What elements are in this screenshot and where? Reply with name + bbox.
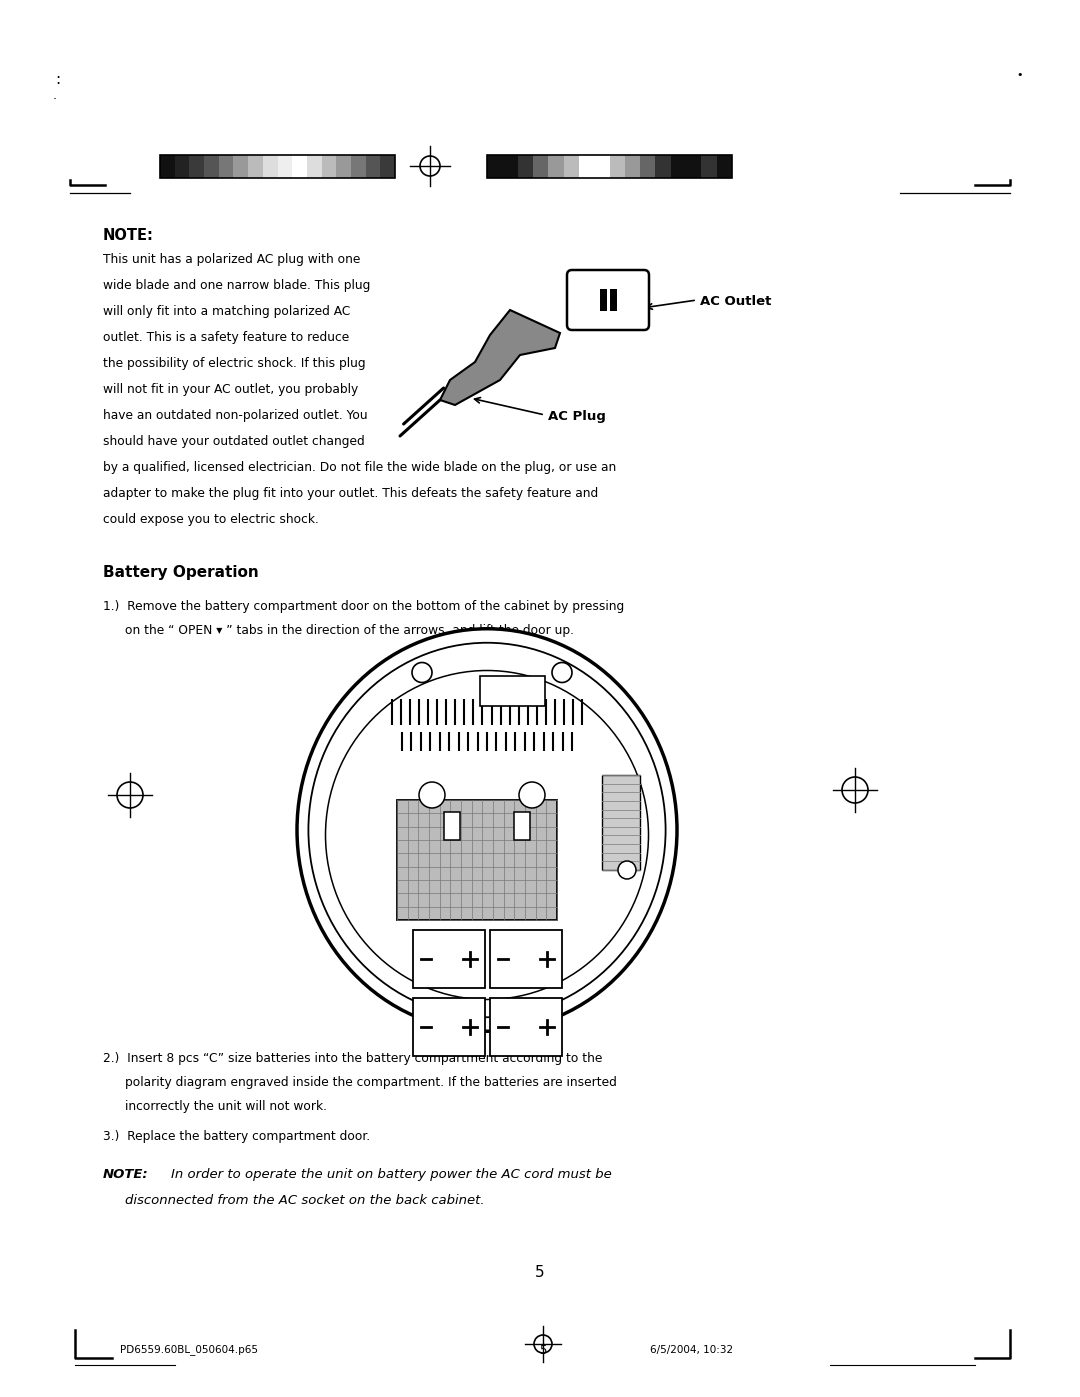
Bar: [579, 155, 594, 177]
Bar: [609, 289, 617, 312]
Bar: [656, 155, 671, 177]
Text: disconnected from the AC socket on the back cabinet.: disconnected from the AC socket on the b…: [125, 1194, 485, 1207]
Bar: [514, 812, 530, 840]
Text: adapter to make the plug fit into your outlet. This defeats the safety feature a: adapter to make the plug fit into your o…: [103, 488, 598, 500]
Text: polarity diagram engraved inside the compartment. If the batteries are inserted: polarity diagram engraved inside the com…: [125, 1076, 617, 1090]
Bar: [671, 155, 686, 177]
Text: incorrectly the unit will not work.: incorrectly the unit will not work.: [125, 1099, 327, 1113]
Bar: [502, 155, 517, 177]
Text: should have your outdated outlet changed: should have your outdated outlet changed: [103, 434, 365, 448]
Text: 5: 5: [539, 1344, 546, 1356]
Text: 3.)  Replace the battery compartment door.: 3.) Replace the battery compartment door…: [103, 1130, 370, 1143]
Bar: [686, 155, 701, 177]
Bar: [307, 155, 322, 177]
Text: AC Plug: AC Plug: [548, 409, 606, 423]
Bar: [480, 676, 544, 705]
Bar: [489, 997, 562, 1056]
Bar: [594, 155, 609, 177]
Text: have an outdated non-polarized outlet. You: have an outdated non-polarized outlet. Y…: [103, 409, 367, 422]
Bar: [175, 155, 189, 177]
Bar: [489, 930, 562, 988]
Bar: [549, 155, 564, 177]
Bar: [233, 155, 248, 177]
Text: 5: 5: [536, 1266, 544, 1280]
Text: will not fit in your AC outlet, you probably: will not fit in your AC outlet, you prob…: [103, 383, 359, 395]
Bar: [444, 812, 460, 840]
Bar: [532, 155, 549, 177]
Bar: [717, 155, 732, 177]
Circle shape: [519, 782, 545, 807]
Bar: [397, 800, 557, 921]
Text: wide blade and one narrow blade. This plug: wide blade and one narrow blade. This pl…: [103, 279, 370, 292]
Bar: [602, 775, 640, 870]
Text: ·: ·: [53, 94, 57, 106]
Bar: [189, 155, 204, 177]
Bar: [204, 155, 219, 177]
Circle shape: [618, 861, 636, 879]
Bar: [160, 155, 395, 177]
Bar: [293, 155, 307, 177]
Bar: [322, 155, 336, 177]
Text: NOTE:: NOTE:: [103, 1168, 149, 1180]
Bar: [160, 155, 175, 177]
Ellipse shape: [297, 629, 677, 1031]
Circle shape: [419, 782, 445, 807]
Text: AC Outlet: AC Outlet: [700, 295, 771, 307]
Text: This unit has a polarized AC plug with one: This unit has a polarized AC plug with o…: [103, 253, 361, 265]
Bar: [336, 155, 351, 177]
Bar: [380, 155, 395, 177]
Text: :: :: [55, 73, 60, 88]
Bar: [640, 155, 656, 177]
Bar: [609, 155, 625, 177]
Text: outlet. This is a safety feature to reduce: outlet. This is a safety feature to redu…: [103, 331, 349, 344]
Ellipse shape: [325, 671, 648, 999]
Bar: [625, 155, 640, 177]
Circle shape: [411, 662, 432, 683]
Bar: [366, 155, 380, 177]
Bar: [219, 155, 233, 177]
Text: NOTE:: NOTE:: [103, 228, 153, 243]
Bar: [248, 155, 262, 177]
Bar: [564, 155, 579, 177]
Bar: [262, 155, 278, 177]
Bar: [413, 997, 485, 1056]
Text: will only fit into a matching polarized AC: will only fit into a matching polarized …: [103, 305, 350, 319]
Polygon shape: [440, 310, 561, 405]
Text: •: •: [1016, 70, 1023, 80]
Circle shape: [552, 662, 572, 683]
Bar: [701, 155, 717, 177]
Bar: [599, 289, 607, 312]
Text: could expose you to electric shock.: could expose you to electric shock.: [103, 513, 319, 527]
Bar: [351, 155, 366, 177]
Text: 6/5/2004, 10:32: 6/5/2004, 10:32: [650, 1345, 733, 1355]
Ellipse shape: [309, 643, 665, 1017]
Text: 1.)  Remove the battery compartment door on the bottom of the cabinet by pressin: 1.) Remove the battery compartment door …: [103, 599, 624, 613]
Text: by a qualified, licensed electrician. Do not file the wide blade on the plug, or: by a qualified, licensed electrician. Do…: [103, 461, 617, 474]
Text: on the “ OPEN ▾ ” tabs in the direction of the arrows, and lift the door up.: on the “ OPEN ▾ ” tabs in the direction …: [125, 624, 573, 637]
FancyBboxPatch shape: [567, 270, 649, 330]
Bar: [413, 930, 485, 988]
Text: the possibility of electric shock. If this plug: the possibility of electric shock. If th…: [103, 358, 366, 370]
Bar: [278, 155, 293, 177]
Text: In order to operate the unit on battery power the AC cord must be: In order to operate the unit on battery …: [171, 1168, 611, 1180]
Text: 2.)  Insert 8 pcs “C” size batteries into the battery compartment according to t: 2.) Insert 8 pcs “C” size batteries into…: [103, 1052, 603, 1065]
Bar: [487, 155, 732, 177]
Bar: [517, 155, 532, 177]
Text: Battery Operation: Battery Operation: [103, 564, 259, 580]
Text: PD6559.60BL_050604.p65: PD6559.60BL_050604.p65: [120, 1344, 258, 1355]
Bar: [487, 155, 502, 177]
